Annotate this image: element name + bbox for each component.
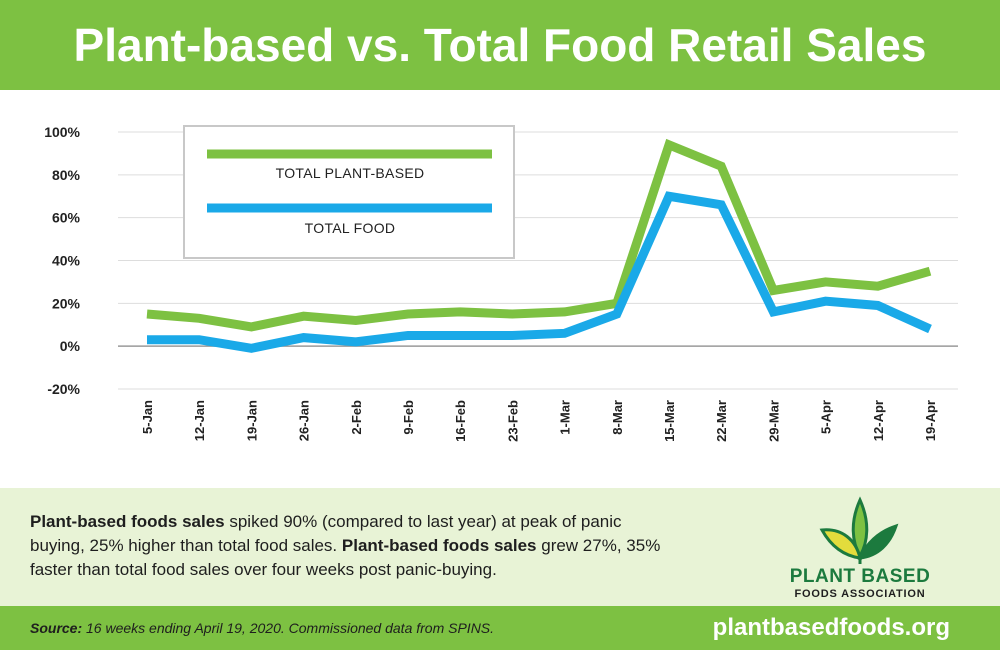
- info-bold-1: Plant-based foods sales: [30, 512, 225, 531]
- x-tick-label: 29-Mar: [766, 400, 781, 442]
- info-text: Plant-based foods sales spiked 90% (comp…: [30, 510, 670, 582]
- info-bold-2: Plant-based foods sales: [341, 536, 537, 555]
- line-chart: 100% 80% 60% 40% 20% 0% -20% 5-Jan 12-Jan 19-Jan 2…: [44, 124, 958, 442]
- info-text-2: grew 27%, 35% faster than total food sal…: [30, 536, 661, 579]
- source-label: Source:: [30, 620, 83, 636]
- x-tick-label: 15-Mar: [662, 400, 677, 442]
- x-tick-label: 16-Feb: [453, 400, 468, 442]
- series-line-plant-based: [146, 138, 932, 332]
- x-tick-label: 5-Jan: [140, 400, 155, 434]
- source-note: Source: 16 weeks ending April 19, 2020. …: [30, 620, 494, 636]
- footer: Source: 16 weeks ending April 19, 2020. …: [0, 606, 1000, 650]
- legend-box: [183, 125, 515, 259]
- y-tick-label: 20%: [52, 295, 81, 311]
- x-tick-label: 12-Jan: [192, 400, 207, 441]
- x-tick-label: 23-Feb: [505, 400, 520, 442]
- x-tick-label: 2-Feb: [349, 400, 364, 435]
- legend-label: TOTAL PLANT-BASED: [276, 165, 425, 181]
- logo: PLANT BASED FOODS ASSOCIATION: [760, 494, 960, 604]
- website-link[interactable]: plantbasedfoods.org: [712, 614, 950, 641]
- y-tick-label: 40%: [52, 253, 81, 269]
- y-tick-label: -20%: [47, 381, 80, 397]
- info-panel: Plant-based foods sales spiked 90% (comp…: [0, 488, 1000, 606]
- x-tick-label: 1-Mar: [558, 400, 573, 435]
- logo-name: PLANT BASED: [789, 566, 931, 587]
- x-tick-label: 19-Jan: [244, 400, 259, 441]
- page-title: Plant-based vs. Total Food Retail Sales: [73, 19, 927, 71]
- y-tick-label: 60%: [52, 210, 81, 226]
- x-tick-label: 9-Feb: [401, 400, 416, 435]
- chart-area: 100% 80% 60% 40% 20% 0% -20% 5-Jan 12-Jan 19-Jan 2…: [0, 90, 1000, 488]
- y-tick-label: 80%: [52, 167, 81, 183]
- info-text-1: spiked 90% (compared to last year) at pe…: [30, 512, 622, 555]
- header-banner: Plant-based vs. Total Food Retail Sales: [0, 0, 1000, 90]
- y-tick-label: 0%: [60, 338, 81, 354]
- x-tick-label: 8-Mar: [610, 400, 625, 435]
- series-line-total-food: [147, 191, 932, 353]
- x-tick-label: 5-Apr: [819, 400, 834, 434]
- x-tick-label: 26-Jan: [297, 400, 312, 441]
- x-tick-label: 12-Apr: [871, 400, 886, 441]
- x-tick-label: 19-Apr: [923, 400, 938, 441]
- legend-label: TOTAL FOOD: [305, 220, 396, 236]
- x-tick-label: 22-Mar: [714, 400, 729, 442]
- y-tick-label: 100%: [44, 124, 80, 140]
- logo-subtitle: FOODS ASSOCIATION: [794, 588, 926, 600]
- source-text: 16 weeks ending April 19, 2020. Commissi…: [82, 620, 495, 636]
- leaves-icon: [819, 496, 899, 564]
